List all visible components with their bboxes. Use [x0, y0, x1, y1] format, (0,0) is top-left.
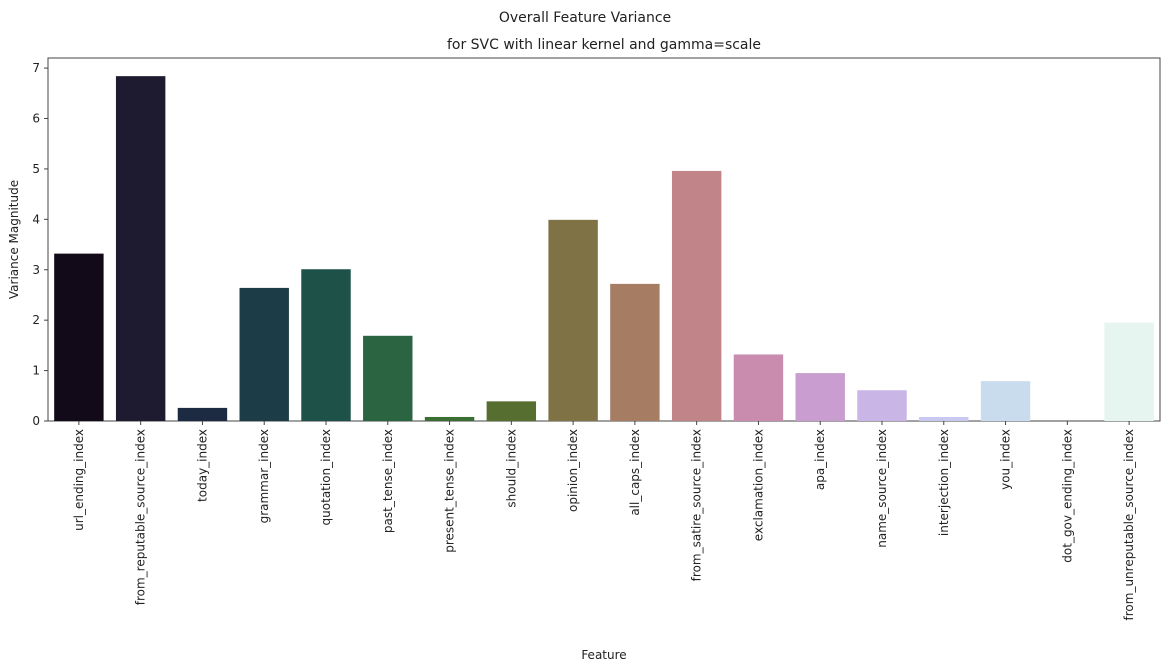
chart-subtitle: for SVC with linear kernel and gamma=sca…: [447, 37, 761, 53]
x-tick-label: dot_gov_ending_index: [1060, 429, 1074, 563]
y-axis-title: Variance Magnitude: [7, 180, 21, 299]
bar-quotation-index: [301, 269, 351, 421]
y-tick-label: 1: [32, 364, 40, 378]
bar-all-caps-index: [610, 283, 660, 421]
bar-exclamation-index: [733, 354, 784, 421]
bar-from-reputable-source-index: [115, 76, 166, 422]
bars: [54, 76, 1154, 422]
bar-present-tense-index: [424, 416, 475, 421]
bar-interjection-index: [919, 416, 969, 421]
bar-opinion-index: [548, 219, 598, 421]
y-tick-label: 3: [32, 263, 40, 277]
x-tick-label: present_tense_index: [443, 429, 457, 553]
x-axis-title: Feature: [581, 648, 626, 662]
x-tick-label: from_satire_source_index: [690, 429, 704, 581]
x-axis: url_ending_index from_reputable_source_in…: [72, 421, 1136, 620]
plot-frame: [47, 57, 1161, 422]
y-tick-label: 2: [32, 313, 40, 327]
bar-you-index: [980, 381, 1031, 421]
bar-past-tense-index: [363, 335, 413, 421]
bar-from-unreputable-source-index: [1104, 322, 1154, 421]
x-tick-label: from_reputable_source_index: [134, 429, 148, 605]
chart-title: Overall Feature Variance: [499, 10, 671, 26]
x-tick-label: all_caps_index: [628, 429, 642, 516]
plot-area: [47, 57, 1161, 422]
x-tick-label: past_tense_index: [381, 429, 395, 533]
bar-from-satire-source-index: [671, 170, 722, 421]
y-tick-label: 6: [32, 112, 40, 126]
bar-name-source-index: [857, 390, 907, 421]
x-tick-label: from_unreputable_source_index: [1122, 429, 1136, 620]
bar-today-index: [177, 407, 228, 421]
bar-url-ending-index: [54, 253, 104, 421]
x-tick-label: opinion_index: [566, 429, 580, 512]
x-tick-label: url_ending_index: [72, 429, 86, 531]
bar-grammar-index: [239, 287, 289, 421]
x-tick-label: grammar_index: [257, 429, 271, 523]
x-tick-label: apa_index: [813, 429, 827, 490]
x-tick-label: interjection_index: [937, 429, 951, 536]
y-tick-label: 5: [32, 162, 40, 176]
x-tick-label: name_source_index: [875, 429, 889, 548]
y-tick-label: 4: [32, 212, 40, 226]
x-tick-label: exclamation_index: [751, 429, 765, 541]
y-tick-label: 0: [32, 414, 40, 428]
y-tick-label: 7: [32, 61, 40, 75]
x-tick-label: quotation_index: [319, 429, 333, 525]
x-tick-label: should_index: [504, 429, 518, 508]
x-tick-label: you_index: [999, 429, 1013, 490]
y-axis: 0 1 2 3 4 5 6 7: [32, 61, 48, 428]
bar-apa-index: [795, 373, 845, 421]
x-tick-label: today_index: [195, 429, 209, 502]
bar-should-index: [486, 401, 537, 421]
